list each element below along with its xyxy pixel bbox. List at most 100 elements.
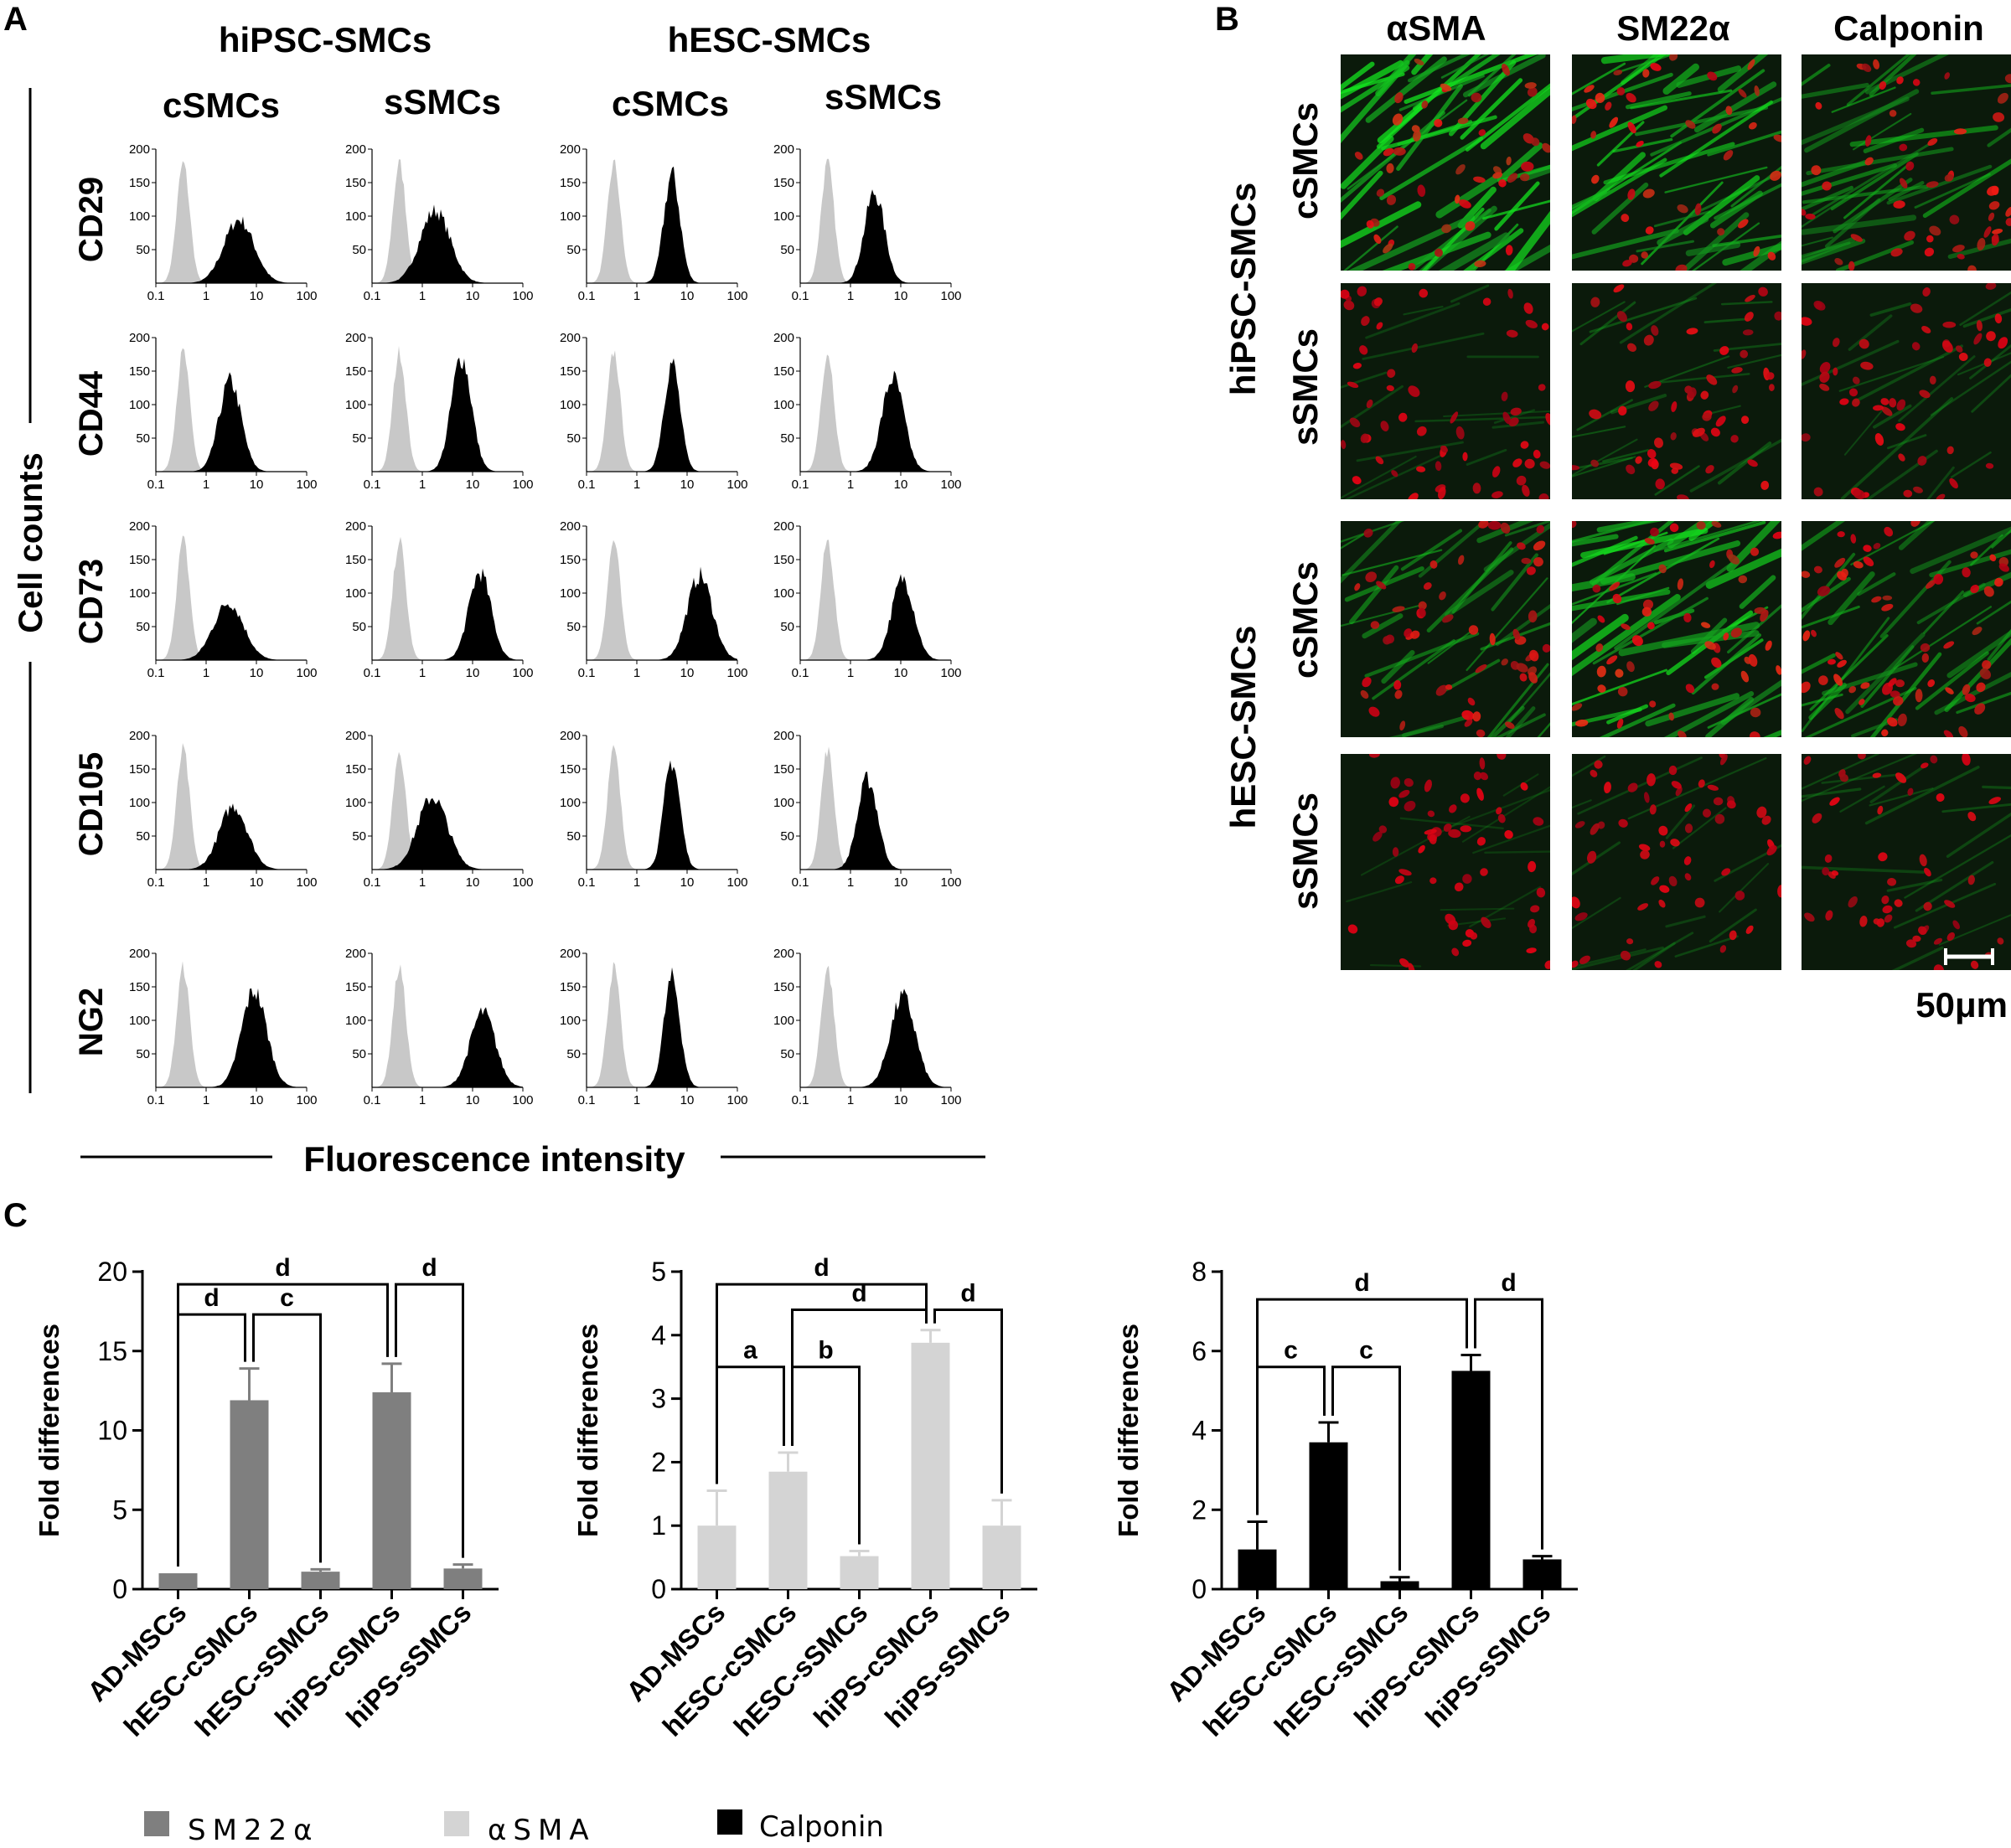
micrograph-hipsc-ssmcs-asma — [1341, 283, 1550, 499]
x-tick-label: 1 — [203, 666, 209, 680]
micrograph-hipsc-ssmcs-calponin — [1802, 283, 2011, 499]
x-tick-label: 1 — [633, 875, 640, 890]
panel-a-column-title-2: sSMCs — [384, 82, 501, 121]
x-tick-label: 0.1 — [147, 875, 165, 890]
significance-bracket — [395, 1283, 464, 1558]
x-tick-label: 1 — [203, 477, 209, 492]
x-tick-label: 1 — [203, 875, 209, 890]
y-tick-label: 200 — [129, 947, 150, 961]
x-tick-label: 0.1 — [578, 477, 596, 492]
x-tick-label: 100 — [726, 289, 747, 303]
y-tick-label: 150 — [345, 553, 366, 567]
isotype-control-peak — [372, 964, 523, 1087]
y-tick-label: 50 — [136, 620, 150, 634]
y-tick-label: 200 — [773, 947, 794, 961]
y-tick-label: 20 — [97, 1257, 127, 1287]
micrograph-grid — [1341, 54, 2011, 970]
panel-letter-c: C — [3, 1197, 28, 1234]
x-tick-label: 10 — [894, 875, 908, 890]
significance-label: a — [743, 1337, 757, 1365]
x-tick-label: 1 — [419, 477, 426, 492]
significance-label: b — [818, 1337, 833, 1365]
y-tick-label: 150 — [560, 762, 581, 777]
y-tick-label: 200 — [345, 947, 366, 961]
y-tick-label: 100 — [345, 209, 366, 224]
y-tick-label: 150 — [560, 553, 581, 567]
x-tick-label: 10 — [680, 1093, 695, 1107]
y-tick-label: 50 — [352, 431, 366, 446]
y-tick-label: 50 — [780, 1047, 794, 1061]
marker-peak — [587, 967, 737, 1087]
x-tick-label: 0.1 — [147, 477, 165, 492]
x-tick-label: 100 — [512, 666, 533, 680]
marker-peak — [800, 989, 951, 1087]
micrograph-hesc-csmcs-asma — [1341, 521, 1550, 737]
micrograph-hipsc-csmcs-sm22a — [1572, 54, 1781, 271]
significance-bracket — [252, 1313, 322, 1563]
micrograph-hesc-ssmcs-calponin — [1802, 754, 2011, 970]
bar-hips-ssmcs — [982, 1525, 1021, 1589]
x-tick-label: 10 — [250, 666, 264, 680]
x-tick-label: 100 — [512, 289, 533, 303]
x-tick-label: 0.1 — [792, 477, 809, 492]
x-tick-label: 10 — [466, 666, 480, 680]
panel-b-column-title-sm22a: SM22α — [1616, 8, 1730, 48]
y-tick-label: 200 — [345, 519, 366, 534]
x-tick-label: 0.1 — [147, 289, 165, 303]
marker-peak — [156, 988, 307, 1087]
x-tick-label: 1 — [847, 666, 854, 680]
y-tick-label: 100 — [129, 586, 150, 601]
y-tick-label: 150 — [129, 364, 150, 379]
x-tick-label: 1 — [419, 289, 426, 303]
panel-b-group-title-hesc: hESC-SMCs — [1223, 626, 1263, 829]
y-tick-label: 100 — [773, 398, 794, 412]
y-tick-label: 100 — [345, 1014, 366, 1028]
isotype-control-peak — [156, 161, 307, 283]
x-tick-label: 10 — [466, 289, 480, 303]
y-tick-label: 15 — [97, 1336, 127, 1366]
y-tick-label: 50 — [352, 243, 366, 257]
isotype-control-peak — [587, 159, 737, 283]
marker-peak — [372, 798, 523, 870]
y-tick-label: 100 — [560, 398, 581, 412]
y-tick-label: 150 — [773, 364, 794, 379]
y-tick-label: 100 — [345, 796, 366, 810]
significance-label: d — [960, 1279, 975, 1307]
x-tick-label: 100 — [512, 1093, 533, 1107]
histogram-cd44-hesc-ssmcs: 50 100 150 200 0.1 1 10 100 — [773, 331, 962, 492]
y-tick-label: 200 — [773, 331, 794, 345]
y-tick-label: 2 — [1192, 1494, 1207, 1525]
significance-bracket — [1474, 1298, 1543, 1550]
y-tick-label: 150 — [560, 980, 581, 994]
x-tick-label: 10 — [894, 477, 908, 492]
panel-a-column-title-3: cSMCs — [612, 84, 729, 123]
y-tick-label: 50 — [136, 431, 150, 446]
isotype-control-peak — [372, 346, 523, 472]
x-tick-label: 10 — [894, 666, 908, 680]
y-tick-label: 5 — [651, 1257, 666, 1287]
y-tick-label: 200 — [560, 331, 581, 345]
significance-label: c — [280, 1284, 294, 1312]
legend-swatch-asma — [444, 1811, 469, 1836]
y-tick-label: 200 — [345, 331, 366, 345]
y-tick-label: 150 — [560, 364, 581, 379]
isotype-control-peak — [800, 746, 951, 870]
y-tick-label: 150 — [773, 176, 794, 190]
y-tick-label: 50 — [566, 1047, 581, 1061]
panel-letter-b: B — [1215, 1, 1239, 38]
bar-hips-csmcs — [911, 1342, 950, 1589]
x-tick-label: 0.1 — [364, 666, 381, 680]
isotype-control-peak — [800, 158, 951, 283]
y-tick-label: 50 — [352, 620, 366, 634]
y-tick-label: 0 — [112, 1574, 127, 1604]
x-tick-label: 10 — [250, 1093, 264, 1107]
y-tick-label: 200 — [560, 729, 581, 743]
y-tick-label: 50 — [566, 620, 581, 634]
y-tick-label: 100 — [773, 796, 794, 810]
micrograph-hipsc-ssmcs-sm22a — [1572, 283, 1781, 499]
y-tick-label: 100 — [345, 586, 366, 601]
isotype-control-peak — [800, 539, 951, 660]
histogram-cd29-hesc-csmcs: 50 100 150 200 0.1 1 10 100 — [560, 142, 748, 303]
micrograph-hipsc-csmcs-asma — [1341, 54, 1550, 271]
x-tick-label: 100 — [940, 477, 961, 492]
